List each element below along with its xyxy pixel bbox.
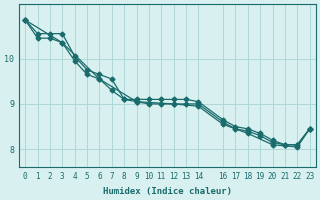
X-axis label: Humidex (Indice chaleur): Humidex (Indice chaleur) <box>103 187 232 196</box>
